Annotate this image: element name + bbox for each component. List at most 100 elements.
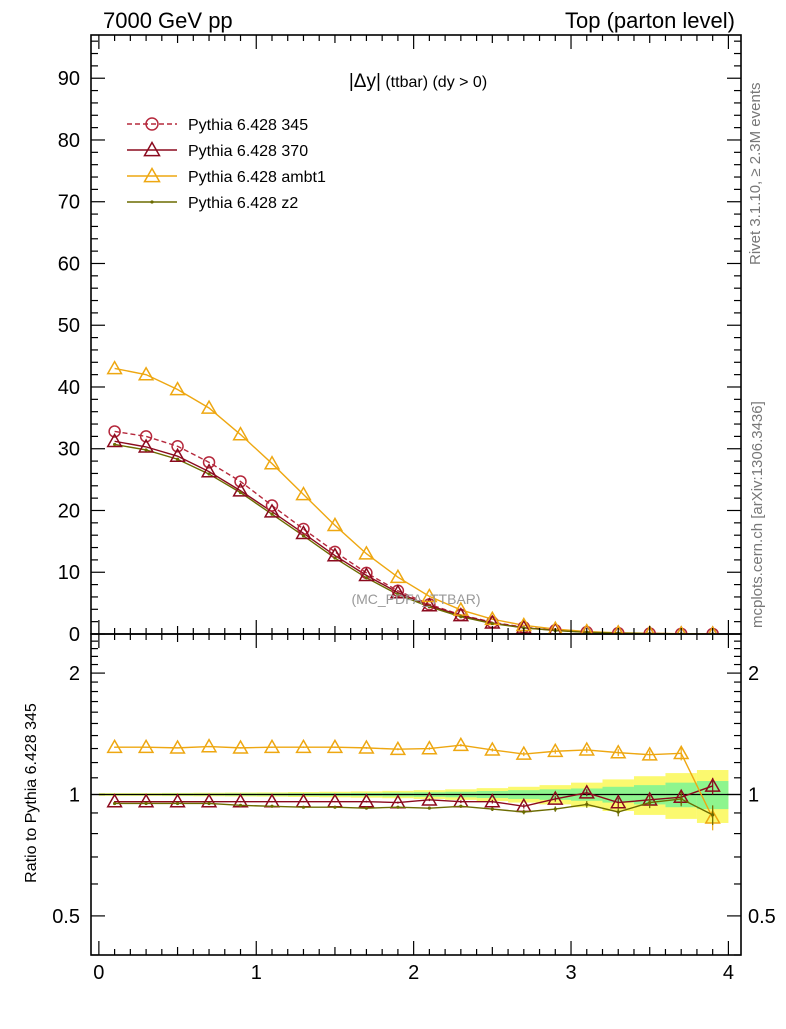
data-point (547, 620, 563, 634)
ratio-data-point (484, 793, 501, 808)
legend-marker (143, 166, 161, 183)
ratio-data-point (704, 777, 721, 792)
legend-label: Pythia 6.428 ambt1 (188, 169, 326, 186)
ratio-data-point (106, 793, 123, 808)
data-point (427, 605, 431, 609)
ratio-ylabel: Ratio to Pythia 6.428 345 (23, 703, 40, 883)
y-tick-label: 0 (69, 624, 80, 646)
data-point (270, 512, 274, 516)
legend: Pythia 6.428 345 Pythia 6.428 370 Pythia 6… (127, 117, 326, 212)
ratio-data-point (238, 803, 243, 807)
ratio-data-point (175, 801, 180, 806)
ratio-panel-bands (98, 770, 729, 823)
data-point (263, 455, 281, 470)
ratio-data-point (200, 793, 218, 808)
y-tick-label: 50 (58, 315, 80, 337)
ratio-y-tick-label: 0.5 (52, 906, 80, 928)
y-tick-label: 40 (58, 377, 80, 399)
ratio-y-tick-label-right: 1 (748, 785, 759, 807)
legend-marker (145, 117, 159, 131)
ratio-data-point (263, 738, 281, 754)
data-point (301, 534, 306, 538)
data-point (333, 556, 337, 560)
data-point (490, 621, 494, 626)
data-point (612, 624, 624, 634)
data-point (234, 475, 247, 488)
ratio-y-tick-label: 1 (69, 785, 80, 807)
data-point (421, 587, 438, 603)
ratio-data-point (459, 804, 463, 808)
y-tick-label: 30 (58, 439, 80, 461)
data-point (358, 545, 375, 560)
data-point (113, 442, 117, 447)
ratio-y-tick-label: 2 (69, 663, 80, 685)
data-point (522, 626, 526, 630)
data-point (326, 547, 344, 562)
ratio-panel: 0 1 2 3 4 0.5 0.5 1 1 2 2 (52, 35, 776, 984)
ratio-data-point (169, 793, 186, 808)
data-point (295, 486, 312, 501)
x-tick-label: 0 (93, 962, 104, 984)
ratio-data-point (553, 807, 557, 811)
data-point (364, 576, 369, 580)
ratio-series-line (114, 785, 713, 807)
x-tick-label: 3 (565, 962, 576, 984)
ratio-data-point (610, 794, 627, 809)
data-point (676, 625, 687, 634)
data-point (106, 360, 123, 375)
data-point (144, 448, 148, 452)
data-point (389, 584, 407, 599)
data-point (202, 456, 216, 469)
ratio-data-point (207, 801, 211, 806)
y-tick-label: 90 (58, 68, 80, 90)
data-point (175, 457, 180, 461)
ratio-data-point (648, 800, 652, 805)
data-point (169, 381, 186, 396)
rivet-label: Rivet 3.1.10, ≥ 2.3M events (747, 83, 764, 266)
ratio-data-point (295, 738, 312, 754)
main-panel: 0 10 20 30 40 50 60 70 80 90 (58, 34, 742, 646)
ratio-data-point (427, 806, 431, 810)
ratio-data-point (547, 790, 564, 805)
data-point (200, 399, 218, 414)
ratio-data-point (610, 744, 627, 759)
data-point (139, 430, 153, 443)
data-point (358, 566, 375, 582)
ratio-data-point (301, 805, 306, 809)
legend-label: Pythia 6.428 345 (188, 117, 308, 134)
plot-title: |Δy| (ttbar) (dy > 0) (349, 71, 487, 92)
data-point (171, 440, 184, 453)
data-point (232, 482, 249, 497)
watermark: (MC_PDFA_TTBAR) (351, 591, 480, 607)
header-right: Top (parton level) (565, 8, 735, 33)
y-tick-label: 70 (58, 192, 80, 214)
ratio-data-point (396, 805, 400, 809)
data-point (137, 366, 155, 381)
ratio-data-point (113, 801, 117, 806)
x-tick-label: 2 (408, 962, 419, 984)
plot-title-rest: (ttbar) (dy > 0) (381, 74, 487, 91)
ratio-data-point (578, 784, 595, 799)
legend-label: Pythia 6.428 z2 (188, 195, 298, 212)
ratio-data-point (106, 738, 123, 754)
ratio-data-point (484, 741, 501, 756)
ratio-data-point (333, 805, 337, 809)
y-tick-label: 20 (58, 500, 80, 522)
mcplots-label: mcplots.cern.ch [arXiv:1306.3436] (749, 401, 766, 628)
ratio-data-point (421, 740, 438, 755)
data-point (263, 503, 281, 518)
legend-marker (143, 140, 161, 157)
ratio-data-point (358, 739, 375, 754)
x-tick-label: 1 (251, 962, 262, 984)
ratio-data-point (326, 738, 344, 754)
ratio-data-point (144, 801, 148, 806)
y-tick-label: 10 (58, 562, 80, 584)
ratio-data-point (137, 793, 155, 808)
ratio-data-point (169, 739, 186, 754)
data-point (238, 490, 243, 495)
ratio-series-line (114, 744, 714, 819)
ratio-data-point (711, 813, 715, 817)
data-point (459, 615, 463, 619)
data-point (108, 425, 121, 438)
ratio-data-point (490, 807, 494, 811)
